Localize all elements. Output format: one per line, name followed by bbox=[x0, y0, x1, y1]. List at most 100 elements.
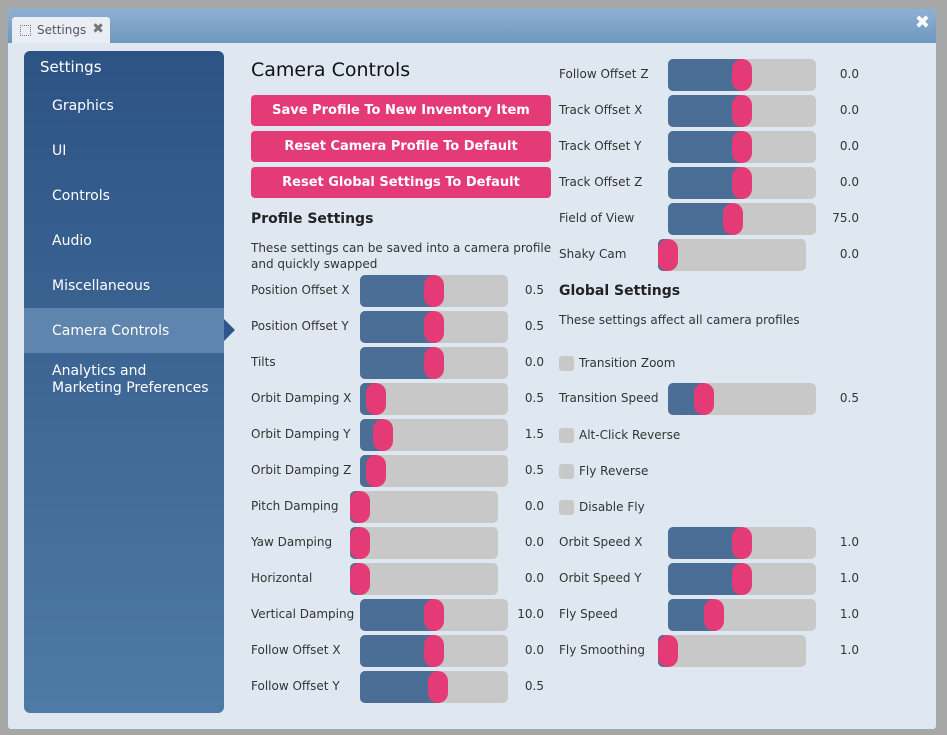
vertical-damping-slider[interactable] bbox=[360, 599, 508, 631]
sidebar-item-analytics[interactable]: Analytics and Marketing Preferences bbox=[24, 357, 219, 402]
slider-thumb[interactable] bbox=[658, 635, 678, 667]
sidebar-item-controls[interactable]: Controls bbox=[24, 173, 224, 218]
sidebar-item-audio[interactable]: Audio bbox=[24, 218, 224, 263]
follow-offset-x-label: Follow Offset X bbox=[251, 643, 341, 657]
follow-offset-z-value: 0.0 bbox=[839, 67, 859, 81]
sidebar-item-ui[interactable]: UI bbox=[24, 128, 224, 173]
field-of-view-slider[interactable] bbox=[668, 203, 816, 235]
pitch-damping-slider[interactable] bbox=[350, 491, 498, 523]
slider-thumb[interactable] bbox=[658, 239, 678, 271]
slider-thumb[interactable] bbox=[732, 527, 752, 559]
slider-thumb[interactable] bbox=[732, 563, 752, 595]
alt-click-reverse-label: Alt-Click Reverse bbox=[579, 428, 681, 442]
slider-thumb[interactable] bbox=[372, 419, 393, 451]
reset-global-settings-button[interactable]: Reset Global Settings To Default bbox=[251, 167, 551, 198]
fly-reverse-checkbox[interactable] bbox=[559, 464, 574, 479]
orbit-speed-x-slider[interactable] bbox=[668, 527, 816, 559]
tilts-label: Tilts bbox=[251, 355, 276, 369]
tilts-value: 0.0 bbox=[524, 355, 544, 369]
track-offset-y-slider[interactable] bbox=[668, 131, 816, 163]
sidebar-item-graphics[interactable]: Graphics bbox=[24, 83, 224, 128]
alt-click-reverse-checkbox[interactable] bbox=[559, 428, 574, 443]
slider-thumb[interactable] bbox=[350, 563, 370, 595]
slider-thumb[interactable] bbox=[350, 527, 370, 559]
orbit-damping-x-slider[interactable] bbox=[360, 383, 508, 415]
fly-speed-slider[interactable] bbox=[668, 599, 816, 631]
slider-thumb[interactable] bbox=[366, 383, 387, 415]
sidebar-item-label: Analytics and Marketing Preferences bbox=[52, 362, 209, 396]
settings-window: Settings ✖ ✖ Settings Graphics UI Contro… bbox=[7, 8, 937, 730]
transition-speed-slider[interactable] bbox=[668, 383, 816, 415]
slider-thumb[interactable] bbox=[424, 599, 444, 631]
follow-offset-y-slider[interactable] bbox=[360, 671, 508, 703]
orbit-speed-x-label: Orbit Speed X bbox=[559, 535, 643, 549]
slider-fill bbox=[668, 527, 742, 559]
pitch-damping-label: Pitch Damping bbox=[251, 499, 339, 513]
save-profile-button[interactable]: Save Profile To New Inventory Item bbox=[251, 95, 551, 126]
slider-thumb[interactable] bbox=[366, 455, 387, 487]
position-offset-x-slider[interactable] bbox=[360, 275, 508, 307]
sidebar-item-camera-controls[interactable]: Camera Controls bbox=[24, 308, 224, 353]
position-offset-y-slider[interactable] bbox=[360, 311, 508, 343]
slider-thumb[interactable] bbox=[427, 671, 448, 703]
fly-speed-label: Fly Speed bbox=[559, 607, 618, 621]
slider-thumb[interactable] bbox=[350, 491, 370, 523]
horizontal-slider[interactable] bbox=[350, 563, 498, 595]
position-offset-y-label: Position Offset Y bbox=[251, 319, 349, 333]
field-of-view-label: Field of View bbox=[559, 211, 635, 225]
track-offset-x-label: Track Offset X bbox=[559, 103, 643, 117]
slider-thumb[interactable] bbox=[732, 167, 752, 199]
sidebar-item-miscellaneous[interactable]: Miscellaneous bbox=[24, 263, 224, 308]
slider-thumb[interactable] bbox=[424, 347, 444, 379]
slider-fill bbox=[668, 131, 742, 163]
follow-offset-x-value: 0.0 bbox=[524, 643, 544, 657]
orbit-speed-x-value: 1.0 bbox=[839, 535, 859, 549]
yaw-damping-slider[interactable] bbox=[350, 527, 498, 559]
orbit-damping-x-value: 0.5 bbox=[524, 391, 544, 405]
follow-offset-y-label: Follow Offset Y bbox=[251, 679, 340, 693]
tab-close-icon[interactable]: ✖ bbox=[92, 21, 104, 37]
track-offset-y-value: 0.0 bbox=[839, 139, 859, 153]
orbit-damping-y-label: Orbit Damping Y bbox=[251, 427, 351, 441]
orbit-speed-y-slider[interactable] bbox=[668, 563, 816, 595]
track-offset-z-label: Track Offset Z bbox=[559, 175, 643, 189]
slider-fill bbox=[360, 671, 438, 703]
follow-offset-y-value: 0.5 bbox=[524, 679, 544, 693]
slider-thumb[interactable] bbox=[424, 311, 444, 343]
sidebar-item-label: Controls bbox=[52, 187, 110, 204]
yaw-damping-value: 0.0 bbox=[524, 535, 544, 549]
reset-camera-profile-button[interactable]: Reset Camera Profile To Default bbox=[251, 131, 551, 162]
orbit-speed-y-label: Orbit Speed Y bbox=[559, 571, 642, 585]
fly-smoothing-slider[interactable] bbox=[658, 635, 806, 667]
follow-offset-x-slider[interactable] bbox=[360, 635, 508, 667]
slider-thumb[interactable] bbox=[723, 203, 744, 235]
slider-thumb[interactable] bbox=[424, 275, 444, 307]
window-close-icon[interactable]: ✖ bbox=[914, 12, 930, 33]
track-offset-z-slider[interactable] bbox=[668, 167, 816, 199]
track-offset-x-slider[interactable] bbox=[668, 95, 816, 127]
orbit-damping-y-slider[interactable] bbox=[360, 419, 508, 451]
tab-label: Settings bbox=[37, 23, 87, 37]
slider-thumb[interactable] bbox=[732, 59, 752, 91]
horizontal-label: Horizontal bbox=[251, 571, 313, 585]
disable-fly-checkbox[interactable] bbox=[559, 500, 574, 515]
slider-thumb[interactable] bbox=[732, 131, 752, 163]
tilts-slider[interactable] bbox=[360, 347, 508, 379]
shaky-cam-slider[interactable] bbox=[658, 239, 806, 271]
position-offset-x-value: 0.5 bbox=[524, 283, 544, 297]
slider-thumb[interactable] bbox=[693, 383, 714, 415]
orbit-damping-y-value: 1.5 bbox=[524, 427, 544, 441]
follow-offset-z-slider[interactable] bbox=[668, 59, 816, 91]
settings-tab[interactable]: Settings ✖ bbox=[12, 17, 110, 43]
sidebar-title: Settings bbox=[40, 58, 102, 76]
global-settings-description: These settings affect all camera profile… bbox=[559, 313, 800, 327]
slider-thumb[interactable] bbox=[424, 635, 444, 667]
slider-thumb[interactable] bbox=[732, 95, 752, 127]
pitch-damping-value: 0.0 bbox=[524, 499, 544, 513]
disable-fly-label: Disable Fly bbox=[579, 500, 645, 514]
orbit-damping-z-value: 0.5 bbox=[524, 463, 544, 477]
slider-thumb[interactable] bbox=[703, 599, 724, 631]
transition-zoom-checkbox[interactable] bbox=[559, 356, 574, 371]
orbit-damping-z-slider[interactable] bbox=[360, 455, 508, 487]
sidebar-item-label: UI bbox=[52, 142, 67, 159]
